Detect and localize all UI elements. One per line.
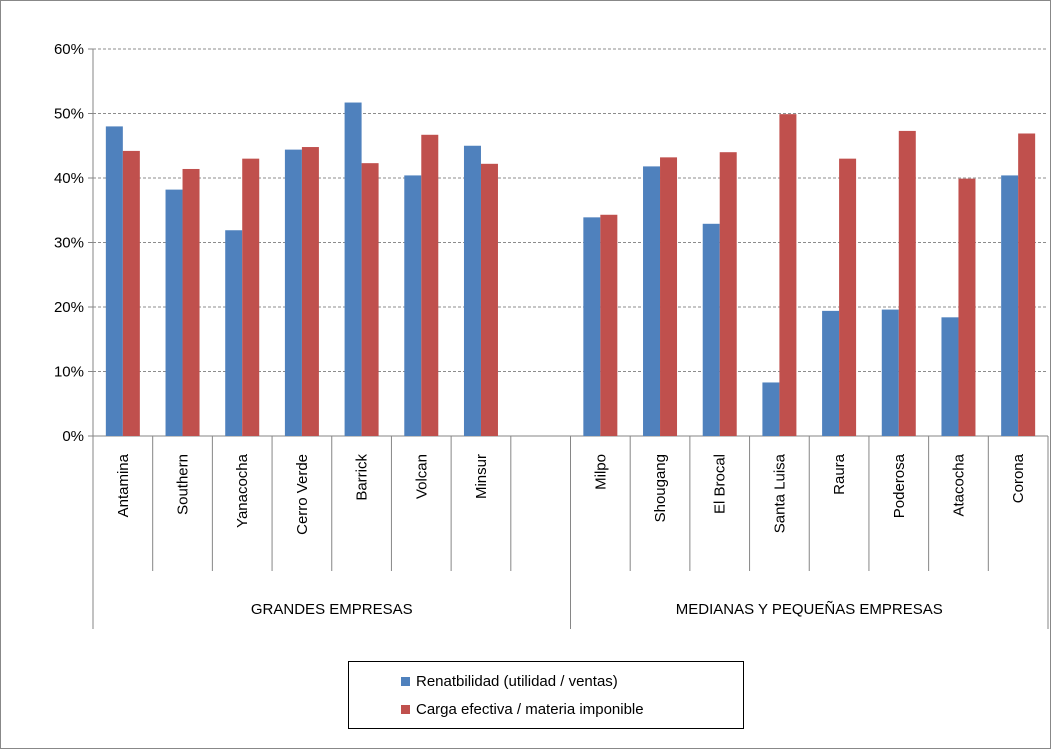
bar-series-2 xyxy=(480,163,498,436)
bar-series-2 xyxy=(719,152,737,436)
legend-item-series-2: Carga efectiva / materia imponible xyxy=(401,699,644,719)
x-tick-label: Atacocha xyxy=(950,453,967,516)
x-tick-label: Barrick xyxy=(354,454,371,501)
bar-series-2 xyxy=(301,147,319,437)
y-tick-label: 0% xyxy=(62,428,84,445)
legend-label-series-1: Renatbilidad (utilidad / ventas) xyxy=(416,672,618,690)
bar-series-1 xyxy=(762,382,780,436)
bar-series-2 xyxy=(839,158,857,436)
bar-series-1 xyxy=(643,166,661,436)
y-tick-label: 60% xyxy=(54,41,84,58)
bar-series-2 xyxy=(361,163,379,437)
bar-series-2 xyxy=(600,214,618,436)
bar-series-2 xyxy=(182,168,200,436)
bar-series-2 xyxy=(958,178,976,436)
x-tick-label: El Brocal xyxy=(712,454,729,514)
bar-series-1 xyxy=(165,189,183,436)
x-tick-label: Cerro Verde xyxy=(294,454,311,535)
x-tick-label: Milpo xyxy=(592,454,609,490)
bar-series-1 xyxy=(702,223,720,436)
y-tick-label: 10% xyxy=(54,364,84,381)
legend-swatch-series-2 xyxy=(401,704,410,714)
bar-series-1 xyxy=(225,230,243,436)
group-label: GRANDES EMPRESAS xyxy=(251,601,413,618)
bar-series-1 xyxy=(344,102,362,436)
x-tick-label: Yanacocha xyxy=(234,453,251,528)
bar-series-1 xyxy=(284,149,302,436)
bar-series-1 xyxy=(583,217,601,436)
x-tick-label: Shougang xyxy=(652,454,669,522)
bar-series-2 xyxy=(421,134,439,436)
x-tick-label: Volcan xyxy=(413,454,430,499)
y-tick-label: 50% xyxy=(54,106,84,123)
legend-swatch-series-1 xyxy=(401,676,410,686)
x-tick-label: Minsur xyxy=(473,454,490,499)
x-tick-label: Antamina xyxy=(115,453,132,517)
x-tick-label: Southern xyxy=(175,454,192,515)
y-tick-label: 30% xyxy=(54,235,84,252)
bar-series-2 xyxy=(779,114,797,437)
bar-series-1 xyxy=(881,309,899,436)
bar-series-1 xyxy=(1001,175,1019,437)
bar-series-1 xyxy=(105,126,123,437)
bar-series-1 xyxy=(463,145,481,436)
legend: Renatbilidad (utilidad / ventas) Carga e… xyxy=(348,661,744,729)
x-tick-label: Poderosa xyxy=(891,453,908,518)
bar-series-2 xyxy=(660,157,678,437)
bar-series-2 xyxy=(1018,133,1036,436)
group-label: MEDIANAS Y PEQUEÑAS EMPRESAS xyxy=(676,601,943,618)
x-tick-label: Corona xyxy=(1010,453,1027,503)
bar-series-2 xyxy=(898,130,916,437)
bar-series-2 xyxy=(122,150,140,436)
bar-series-2 xyxy=(242,158,260,436)
bar-series-1 xyxy=(941,317,959,436)
legend-item-series-1: Renatbilidad (utilidad / ventas) xyxy=(401,671,618,691)
x-tick-label: Santa Luisa xyxy=(771,453,788,533)
bar-series-1 xyxy=(822,310,840,436)
y-tick-label: 40% xyxy=(54,170,84,187)
legend-label-series-2: Carga efectiva / materia imponible xyxy=(416,700,644,718)
y-tick-label: 20% xyxy=(54,299,84,316)
x-tick-label: Raura xyxy=(831,453,848,495)
bar-series-1 xyxy=(404,175,422,437)
